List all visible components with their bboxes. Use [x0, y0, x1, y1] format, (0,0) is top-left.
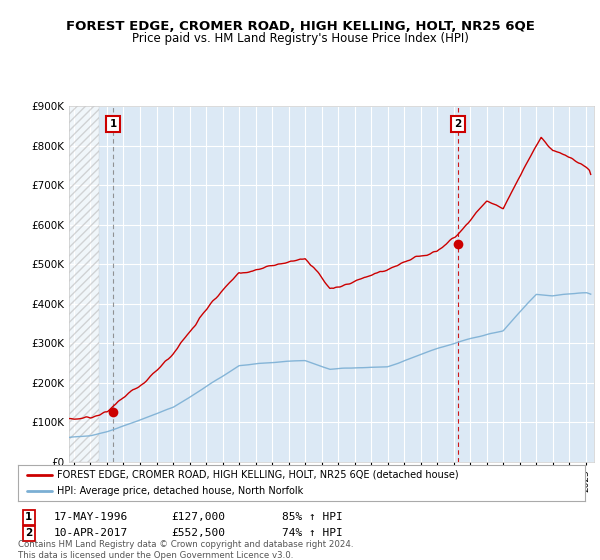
Text: 17-MAY-1996: 17-MAY-1996: [54, 512, 128, 522]
Bar: [69, 106, 99, 462]
Text: 1: 1: [109, 119, 117, 129]
Text: 1: 1: [25, 512, 32, 522]
Text: £127,000: £127,000: [171, 512, 225, 522]
Text: 74% ↑ HPI: 74% ↑ HPI: [282, 528, 343, 538]
Text: HPI: Average price, detached house, North Norfolk: HPI: Average price, detached house, Nort…: [56, 487, 303, 496]
Text: Contains HM Land Registry data © Crown copyright and database right 2024.
This d: Contains HM Land Registry data © Crown c…: [18, 540, 353, 559]
Text: 85% ↑ HPI: 85% ↑ HPI: [282, 512, 343, 522]
Text: £552,500: £552,500: [171, 528, 225, 538]
Text: Price paid vs. HM Land Registry's House Price Index (HPI): Price paid vs. HM Land Registry's House …: [131, 32, 469, 45]
Text: FOREST EDGE, CROMER ROAD, HIGH KELLING, HOLT, NR25 6QE: FOREST EDGE, CROMER ROAD, HIGH KELLING, …: [65, 20, 535, 32]
Text: 10-APR-2017: 10-APR-2017: [54, 528, 128, 538]
Text: 2: 2: [455, 119, 462, 129]
Text: FOREST EDGE, CROMER ROAD, HIGH KELLING, HOLT, NR25 6QE (detached house): FOREST EDGE, CROMER ROAD, HIGH KELLING, …: [56, 470, 458, 479]
Text: 2: 2: [25, 528, 32, 538]
